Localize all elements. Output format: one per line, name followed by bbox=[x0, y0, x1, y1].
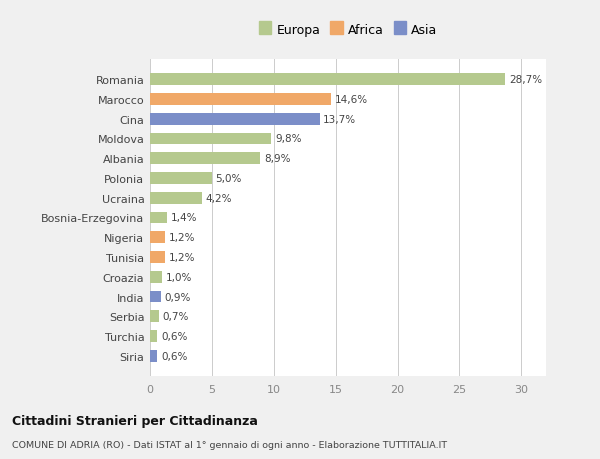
Bar bbox=[150, 153, 260, 165]
Bar bbox=[150, 94, 331, 106]
Text: 0,6%: 0,6% bbox=[161, 351, 188, 361]
Text: 1,2%: 1,2% bbox=[169, 252, 195, 263]
Bar bbox=[150, 311, 158, 323]
Bar bbox=[150, 252, 165, 263]
Bar bbox=[150, 74, 505, 86]
Text: Cittadini Stranieri per Cittadinanza: Cittadini Stranieri per Cittadinanza bbox=[12, 414, 258, 428]
Text: 28,7%: 28,7% bbox=[509, 75, 542, 85]
Text: 5,0%: 5,0% bbox=[215, 174, 242, 184]
Bar bbox=[150, 271, 163, 283]
Text: 14,6%: 14,6% bbox=[334, 95, 368, 105]
Bar bbox=[150, 350, 157, 362]
Bar bbox=[150, 330, 157, 342]
Text: 1,4%: 1,4% bbox=[171, 213, 197, 223]
Text: 1,0%: 1,0% bbox=[166, 272, 193, 282]
Bar bbox=[150, 133, 271, 145]
Bar bbox=[150, 232, 165, 244]
Text: 9,8%: 9,8% bbox=[275, 134, 301, 144]
Bar bbox=[150, 212, 167, 224]
Text: 1,2%: 1,2% bbox=[169, 233, 195, 243]
Text: 4,2%: 4,2% bbox=[206, 193, 232, 203]
Bar bbox=[150, 173, 212, 185]
Text: 0,6%: 0,6% bbox=[161, 331, 188, 341]
Text: 13,7%: 13,7% bbox=[323, 114, 356, 124]
Bar bbox=[150, 192, 202, 204]
Text: 0,7%: 0,7% bbox=[163, 312, 189, 322]
Text: 8,9%: 8,9% bbox=[264, 154, 290, 164]
Legend: Europa, Africa, Asia: Europa, Africa, Asia bbox=[256, 22, 440, 39]
Bar bbox=[150, 113, 320, 125]
Bar bbox=[150, 291, 161, 303]
Text: 0,9%: 0,9% bbox=[165, 292, 191, 302]
Text: COMUNE DI ADRIA (RO) - Dati ISTAT al 1° gennaio di ogni anno - Elaborazione TUTT: COMUNE DI ADRIA (RO) - Dati ISTAT al 1° … bbox=[12, 441, 447, 449]
